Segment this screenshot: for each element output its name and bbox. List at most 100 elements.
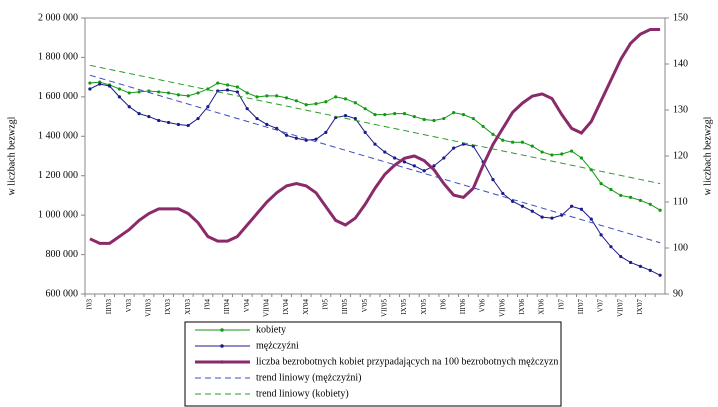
point xyxy=(560,152,564,156)
point xyxy=(402,160,407,164)
y-tick-label: 2 000 000 xyxy=(38,12,78,23)
point xyxy=(265,94,269,98)
point xyxy=(363,107,367,111)
point xyxy=(324,100,328,104)
y-tick-label: 1 800 000 xyxy=(38,52,78,63)
legend-label: kobiety xyxy=(256,324,286,335)
point xyxy=(383,150,387,154)
point xyxy=(648,268,652,272)
point xyxy=(628,195,633,199)
point xyxy=(393,156,397,160)
point xyxy=(275,94,279,98)
x-tick-label: IX'06 xyxy=(518,299,526,315)
point xyxy=(609,245,613,249)
point xyxy=(383,113,387,117)
point xyxy=(314,102,318,106)
point xyxy=(402,112,407,116)
point xyxy=(275,126,279,130)
point xyxy=(225,83,230,87)
point xyxy=(609,187,613,192)
y2-axis-title: w liczbach bezwzgl xyxy=(702,116,713,195)
point xyxy=(619,193,623,198)
x-tick-label: XI'05 xyxy=(420,299,428,315)
point xyxy=(520,140,525,144)
point xyxy=(324,130,328,134)
series-line xyxy=(89,83,661,276)
point xyxy=(550,153,554,157)
point xyxy=(216,81,220,85)
point xyxy=(284,133,289,137)
point xyxy=(107,84,112,88)
y-tick-label: 1 200 000 xyxy=(38,170,78,181)
point xyxy=(481,124,485,129)
point xyxy=(432,118,436,123)
legend-marker xyxy=(220,360,224,364)
x-tick-label: III'05 xyxy=(341,299,349,315)
y-tick-label: 800 000 xyxy=(46,249,79,260)
point xyxy=(363,130,367,134)
x-tick-label: IX'07 xyxy=(636,299,644,315)
x-tick-label: III'07 xyxy=(577,299,585,315)
legend-label: mężczyźni xyxy=(256,340,299,351)
point xyxy=(176,122,180,127)
point xyxy=(570,149,574,153)
x-tick-label: XI'04 xyxy=(302,299,310,315)
y2-tick-label: 140 xyxy=(673,58,688,69)
point xyxy=(579,156,584,160)
point xyxy=(284,96,289,100)
point xyxy=(343,97,348,101)
x-tick-label: VII'05 xyxy=(380,299,388,317)
x-tick-label: I'05 xyxy=(321,299,329,310)
point xyxy=(127,105,131,109)
point xyxy=(147,89,151,93)
point xyxy=(648,202,652,206)
x-tick-label: III'04 xyxy=(223,299,231,315)
x-tick-label: I'03 xyxy=(86,299,94,310)
point xyxy=(225,88,230,92)
point xyxy=(117,95,122,99)
y-tick-label: 1 600 000 xyxy=(38,91,78,102)
point xyxy=(294,99,298,103)
x-tick-label: V'06 xyxy=(479,299,487,313)
point xyxy=(491,132,495,136)
trend-line xyxy=(89,74,661,244)
x-tick-label: III'03 xyxy=(105,299,113,315)
point xyxy=(98,82,102,86)
x-tick-label: IX'05 xyxy=(400,299,408,315)
y-tick-label: 1 000 000 xyxy=(38,209,78,220)
point xyxy=(127,91,131,95)
point xyxy=(294,136,298,140)
x-tick-label: I'07 xyxy=(557,299,565,310)
legend-marker xyxy=(220,344,224,348)
x-tick-label: VII'06 xyxy=(498,299,506,317)
x-tick-label: V'04 xyxy=(243,299,251,313)
point xyxy=(265,122,269,127)
point xyxy=(412,114,416,119)
point xyxy=(638,264,643,268)
point xyxy=(255,116,259,121)
point xyxy=(196,91,200,95)
point xyxy=(255,95,259,99)
point xyxy=(658,208,662,212)
x-tick-label: IX'04 xyxy=(282,299,290,315)
point xyxy=(432,164,436,168)
y2-tick-label: 150 xyxy=(673,12,688,23)
x-tick-label: V'05 xyxy=(361,299,369,313)
point xyxy=(304,138,308,142)
point xyxy=(117,87,122,91)
y-tick-label: 1 400 000 xyxy=(38,131,78,142)
x-tick-label: I'06 xyxy=(439,299,447,310)
legend-label: trend liniowy (mężczyźni) xyxy=(256,372,362,383)
point xyxy=(658,273,662,277)
x-tick-label: V'03 xyxy=(125,299,133,313)
point xyxy=(452,146,456,150)
point xyxy=(461,113,466,117)
point xyxy=(520,204,525,208)
x-tick-label: VII'03 xyxy=(145,299,153,317)
point xyxy=(373,142,377,146)
point xyxy=(137,112,141,116)
point xyxy=(599,182,603,186)
point xyxy=(412,164,416,168)
point xyxy=(186,94,190,98)
point xyxy=(147,114,151,119)
